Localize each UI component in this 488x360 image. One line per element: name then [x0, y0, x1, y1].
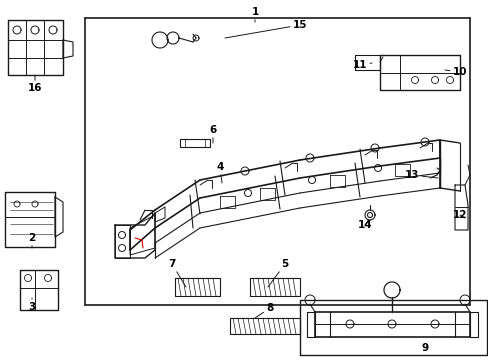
Text: 13: 13: [404, 170, 437, 180]
Text: 16: 16: [28, 75, 42, 93]
Text: 10: 10: [444, 67, 467, 77]
Text: 9: 9: [421, 343, 427, 353]
Text: 2: 2: [28, 233, 36, 248]
Text: 5: 5: [267, 259, 288, 287]
Text: 4: 4: [216, 162, 223, 183]
Text: 7: 7: [168, 259, 185, 287]
Text: 1: 1: [251, 7, 258, 22]
Text: 6: 6: [209, 125, 216, 143]
Text: 8: 8: [254, 303, 273, 318]
Text: 14: 14: [357, 220, 371, 230]
Text: 12: 12: [452, 210, 467, 220]
Text: 3: 3: [28, 298, 36, 312]
Text: 15: 15: [224, 20, 306, 38]
Text: 11: 11: [352, 60, 371, 70]
